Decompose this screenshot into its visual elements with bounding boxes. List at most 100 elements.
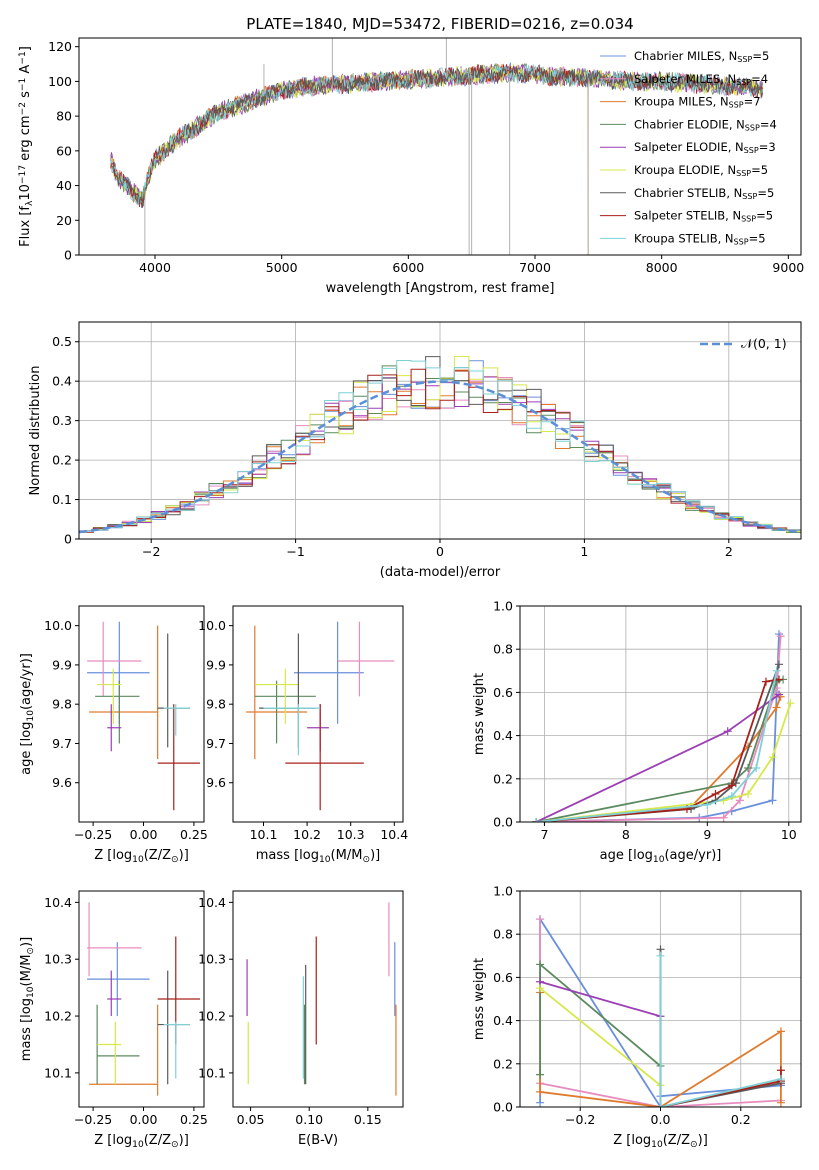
x-tick-label: 0.15 xyxy=(354,1112,382,1127)
label-part: Salpeter MILES, N xyxy=(634,72,736,86)
label-part: 10 xyxy=(18,184,33,201)
label-part: SSP xyxy=(736,78,751,87)
y-tick-label: 0.8 xyxy=(493,642,513,657)
label-part: s xyxy=(18,91,33,102)
axes-mass_vs_ebv: 0.05 0.10 0.15 10.1 10.2 10.3 10.4 E(B-V) xyxy=(198,890,404,1148)
y-tick-label: 10.2 xyxy=(198,1009,226,1024)
y-axis-label: Normed distribution xyxy=(28,366,43,496)
x-tick-label: 2 xyxy=(725,544,733,559)
x-tick-label: 8000 xyxy=(646,260,678,275)
x-tick-label: 10.3 xyxy=(337,827,365,842)
axes-age_vs_mass: 10.1 10.2 10.3 10.4 9.6 9.7 9.8 9.9 10.0 mass [lo… xyxy=(198,605,408,865)
y-tick-label: 9.9 xyxy=(52,657,72,672)
label-part: mass weight xyxy=(472,673,487,755)
label-part: (data-model)/error xyxy=(380,565,501,580)
spectrum-line xyxy=(110,63,589,255)
label-part: 10 xyxy=(132,855,144,865)
weight-point xyxy=(711,789,720,798)
label-part: (age/yr)] xyxy=(664,848,721,863)
y-tick-label: 0 xyxy=(64,532,72,547)
label-part: =5 xyxy=(752,49,769,63)
label-part: =3 xyxy=(759,140,776,154)
y-tick-label: 0.5 xyxy=(52,334,72,349)
weight-point xyxy=(776,692,785,701)
label-part: Z [log xyxy=(94,1133,132,1148)
weight-point xyxy=(776,1098,785,1107)
legend-entry: Kroupa STELIB, NSSP=5 xyxy=(634,231,766,246)
x-tick-label: 0.00 xyxy=(130,1112,158,1127)
weight-series xyxy=(535,693,780,822)
x-tick-label: 0.2 xyxy=(731,1112,751,1127)
label-part: Chabrier STELIB, N xyxy=(634,186,742,200)
label-part: 10 xyxy=(132,1140,144,1150)
weight-series xyxy=(536,678,784,822)
label-part: SSP xyxy=(744,147,759,156)
x-tick-label: 10.2 xyxy=(293,827,321,842)
label-part: 10 xyxy=(26,986,36,998)
label-part: Chabrier MILES, N xyxy=(634,49,737,63)
label-part: =5 xyxy=(756,209,773,223)
x-tick-label: 9000 xyxy=(772,260,804,275)
plot-area xyxy=(246,902,397,1096)
weight-point xyxy=(761,677,770,686)
label-part: 10 xyxy=(319,855,331,865)
y-tick-label: 0.2 xyxy=(493,1056,513,1071)
weight-point xyxy=(775,690,784,699)
label-part: (M/M xyxy=(19,955,34,987)
x-tick-label: 0.25 xyxy=(180,1112,208,1127)
label-part: age [log xyxy=(19,722,34,775)
y-tick-label: 1.0 xyxy=(493,599,513,614)
label-part: )] xyxy=(179,848,189,863)
y-tick-label: 0.6 xyxy=(493,970,513,985)
label-part: =7 xyxy=(744,95,761,109)
spectrum-line xyxy=(110,64,763,209)
y-tick-label: 0.2 xyxy=(493,771,513,786)
x-tick-label: 1 xyxy=(580,544,588,559)
x-tick-label: −2 xyxy=(142,544,160,559)
label-part: Salpeter STELIB, N xyxy=(634,209,741,223)
weight-point xyxy=(776,1066,785,1075)
label-part: (age/yr)] xyxy=(19,653,34,710)
label-part: (M/M xyxy=(331,848,363,863)
y-tick-label: 0.3 xyxy=(52,413,72,428)
weight-point xyxy=(786,699,795,708)
weight-point xyxy=(723,727,732,736)
x-tick-label: 8 xyxy=(622,827,630,842)
y-tick-label: 0.0 xyxy=(493,1100,513,1115)
y-tick-label: 10.1 xyxy=(198,1065,226,1080)
y-tick-label: 10.0 xyxy=(44,618,72,633)
weight-point xyxy=(752,764,761,772)
y-axis-label: mass weight xyxy=(472,958,487,1040)
weight-point xyxy=(775,660,784,669)
axes-frame xyxy=(78,890,205,1108)
x-tick-label: 0 xyxy=(436,544,444,559)
y-tick-label: 9.7 xyxy=(52,736,72,751)
weight-point xyxy=(772,703,781,712)
x-tick-label: 10.4 xyxy=(380,827,408,842)
y-tick-label: 0.8 xyxy=(493,927,513,942)
y-tick-label: 0.6 xyxy=(493,685,513,700)
y-tick-label: 9.6 xyxy=(206,775,226,790)
axes-frame xyxy=(232,890,404,1108)
x-tick-label: 10.1 xyxy=(250,827,278,842)
y-tick-label: 100 xyxy=(48,74,72,89)
label-part: SSP xyxy=(737,55,752,64)
label-part: Kroupa STELIB, N xyxy=(634,231,734,245)
weight-point xyxy=(532,818,541,822)
x-tick-label: 5000 xyxy=(266,260,298,275)
label-part: PLATE=1840, MJD=53472, FIBERID=0216, z=0… xyxy=(246,15,633,33)
label-part: ⊙ xyxy=(362,855,370,865)
weight-point xyxy=(768,796,777,805)
legend-entry: Kroupa MILES, NSSP=7 xyxy=(634,95,761,110)
label-part: ⊙ xyxy=(171,855,179,865)
weight-point xyxy=(656,951,665,960)
weight-point xyxy=(727,792,736,801)
label-part: ⊙ xyxy=(690,1140,698,1150)
legend-entry: Kroupa ELODIE, NSSP=5 xyxy=(634,163,768,178)
y-tick-label: 10.4 xyxy=(198,895,226,910)
label-part: =5 xyxy=(749,231,766,245)
x-axis-label: (data-model)/error xyxy=(380,565,501,580)
label-part: Z [log xyxy=(613,1133,651,1148)
plot-area xyxy=(79,356,801,534)
